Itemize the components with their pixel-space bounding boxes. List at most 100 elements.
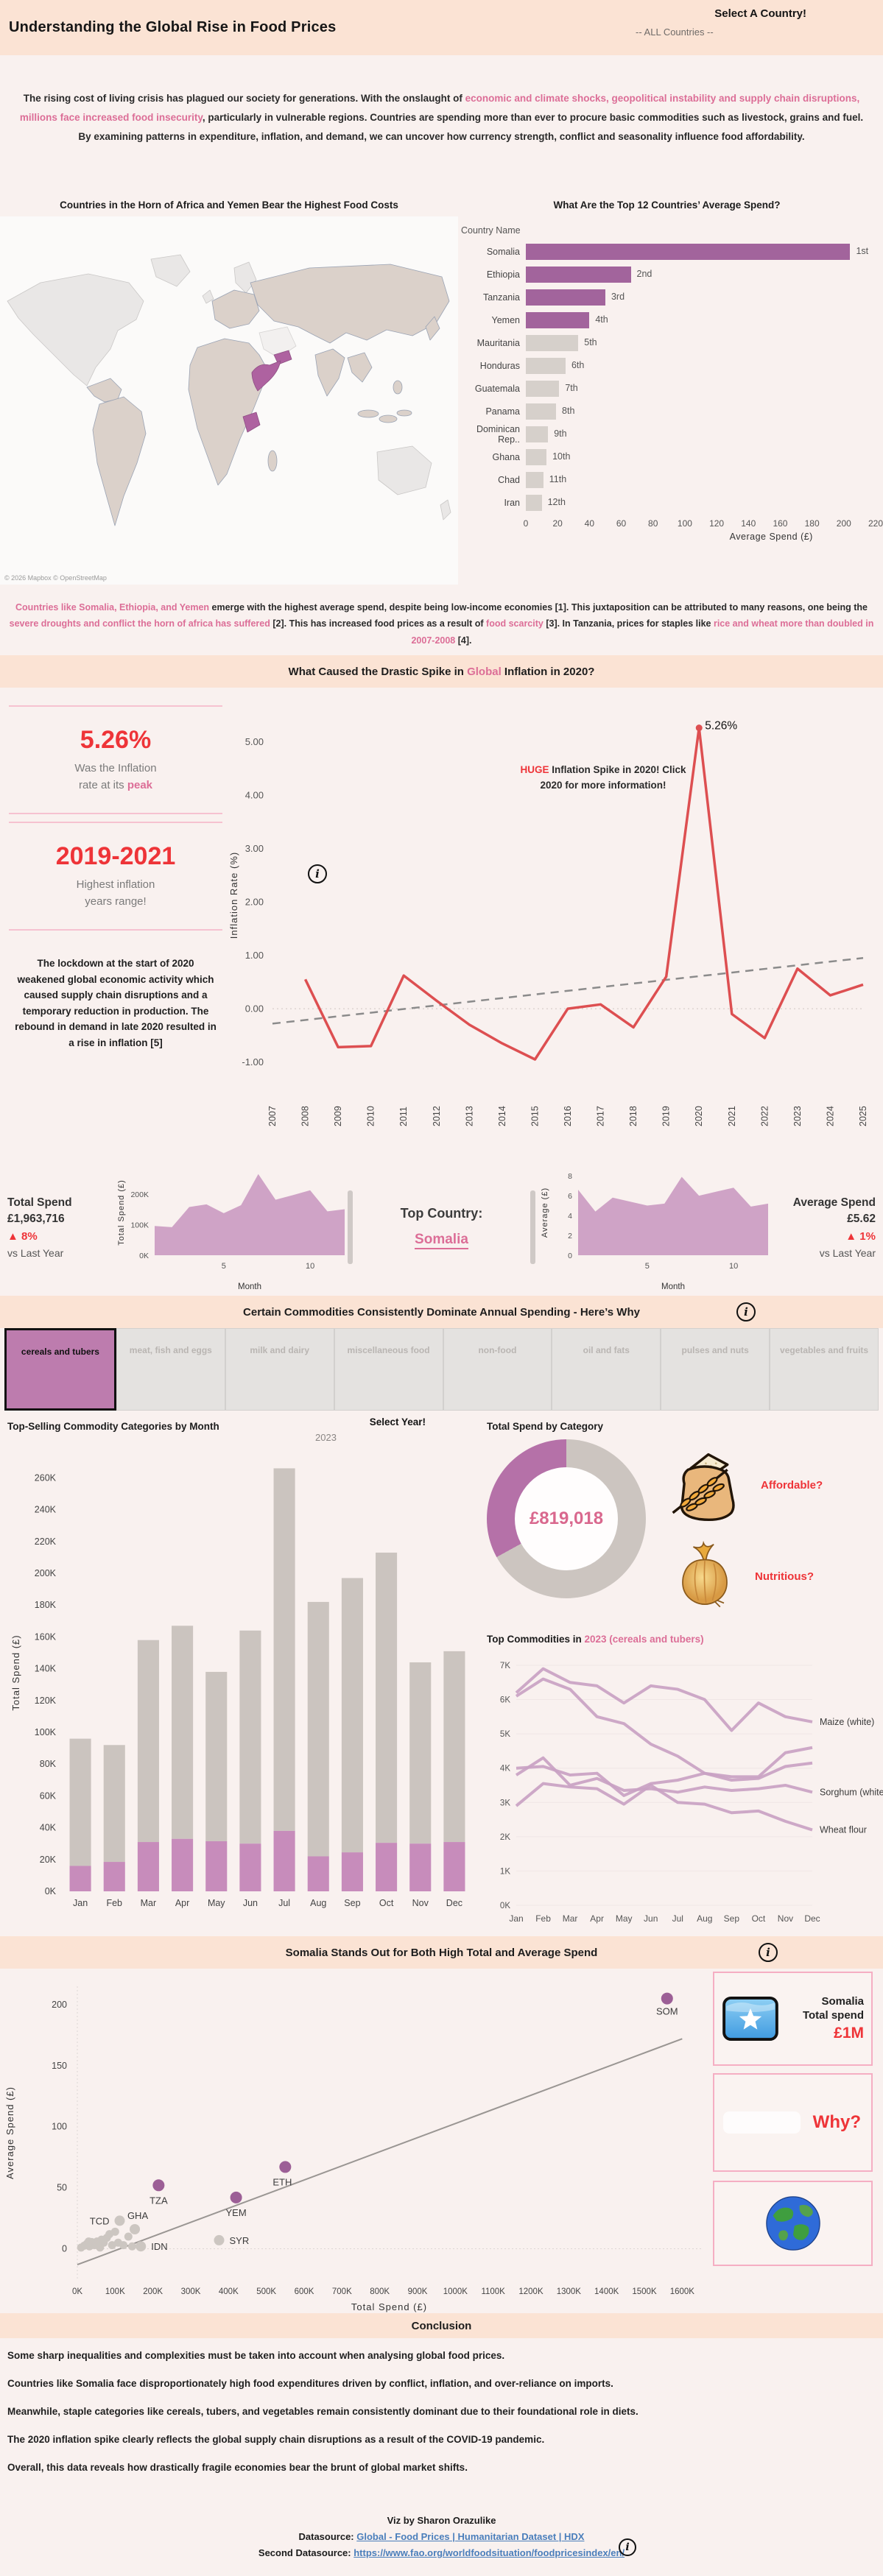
svg-text:5K: 5K xyxy=(500,1730,510,1739)
years-range-value: 2019-2021 xyxy=(55,842,176,870)
info-icon[interactable]: i xyxy=(308,864,327,883)
avg-spend-bar[interactable] xyxy=(526,380,560,397)
commodity-line[interactable] xyxy=(515,1677,813,1779)
point[interactable] xyxy=(127,2242,136,2251)
top-country-link[interactable]: Somalia xyxy=(415,1232,468,1249)
bar-other[interactable] xyxy=(307,1601,329,1857)
datasource2-link[interactable]: https://www.fao.org/worldfoodsituation/f… xyxy=(353,2547,625,2558)
avg-spend-bar[interactable] xyxy=(526,403,557,420)
tab-miscellaneous-food[interactable]: miscellaneous food xyxy=(334,1328,443,1411)
bar-other[interactable] xyxy=(205,1671,228,1841)
bar-cereals[interactable] xyxy=(103,1862,125,1891)
tab-milk-and-dairy[interactable]: milk and dairy xyxy=(225,1328,334,1411)
point[interactable] xyxy=(96,2243,105,2252)
bar-cereals[interactable] xyxy=(376,1843,398,1891)
bar-cereals[interactable] xyxy=(273,1830,295,1891)
category-donut-chart[interactable]: £819,018 xyxy=(487,1439,646,1598)
point[interactable] xyxy=(124,2232,133,2241)
point-YEM[interactable] xyxy=(230,2191,242,2203)
commodity-line[interactable] xyxy=(516,1761,813,1797)
point-SOM[interactable] xyxy=(661,1992,673,2005)
svg-text:Apr: Apr xyxy=(590,1913,604,1924)
pane-divider[interactable] xyxy=(530,1190,536,1264)
bar-other[interactable] xyxy=(409,1662,432,1844)
point-ETH[interactable] xyxy=(279,2161,292,2173)
area-mark[interactable] xyxy=(578,1176,768,1255)
avg-spend-bar[interactable] xyxy=(526,357,566,374)
dashboard-header: Understanding the Global Rise in Food Pr… xyxy=(0,0,883,55)
avg-spend-bar[interactable] xyxy=(526,243,851,260)
point-TCD[interactable] xyxy=(114,2215,125,2226)
svg-text:0K: 0K xyxy=(72,2287,82,2296)
bar-cereals[interactable] xyxy=(69,1866,91,1891)
tab-vegetables-and-fruits[interactable]: vegetables and fruits xyxy=(770,1328,879,1411)
point[interactable] xyxy=(84,2237,93,2246)
country-dropdown[interactable]: -- ALL Countries -- xyxy=(636,27,714,38)
datasource-link[interactable]: Global - Food Prices | Humanitarian Data… xyxy=(356,2531,585,2542)
commodity-line[interactable] xyxy=(515,1782,813,1832)
commodity-line[interactable] xyxy=(515,1756,813,1794)
donut-title: Total Spend by Category xyxy=(487,1421,604,1432)
world-map[interactable]: © 2026 Mapbox © OpenStreetMap xyxy=(0,216,458,585)
pane-divider[interactable] xyxy=(347,1190,353,1264)
info-icon[interactable]: i xyxy=(619,2538,636,2556)
bar-cereals[interactable] xyxy=(341,1852,363,1891)
bar-cereals[interactable] xyxy=(239,1843,261,1891)
point[interactable] xyxy=(110,2227,119,2236)
avg-spend-bar[interactable] xyxy=(526,426,549,442)
bar-other[interactable] xyxy=(137,1640,159,1843)
bar-other[interactable] xyxy=(443,1651,465,1843)
bar-other[interactable] xyxy=(239,1630,261,1844)
table-row: Ethiopia 2nd xyxy=(458,263,876,286)
axis-tick: 220 xyxy=(868,518,883,529)
area-mark[interactable] xyxy=(155,1174,345,1255)
avg-spend-bar[interactable] xyxy=(526,448,547,465)
bar-other[interactable] xyxy=(103,1745,125,1863)
inflation-line-chart[interactable]: 5.00 4.00 3.00 2.00 1.00 0.00 -1.00 2007 2008 200… xyxy=(225,688,878,1144)
rank-label: 4th xyxy=(595,314,608,325)
point-IDN[interactable] xyxy=(136,2241,147,2252)
bar-cereals[interactable] xyxy=(307,1856,329,1891)
inflation-line[interactable] xyxy=(303,726,864,1061)
svg-text:Wheat flour: Wheat flour xyxy=(820,1825,867,1835)
point-GHA[interactable] xyxy=(130,2224,141,2235)
somalia-flag-icon xyxy=(722,1996,778,2042)
tab-non-food[interactable]: non-food xyxy=(443,1328,552,1411)
table-row: Guatemala 7th xyxy=(458,377,876,400)
avg-spend-bar[interactable] xyxy=(526,311,590,328)
avg-spend-bar[interactable] xyxy=(526,471,543,488)
tab-meat-fish-and-eggs[interactable]: meat, fish and eggs xyxy=(116,1328,225,1411)
avg-spend-bar[interactable] xyxy=(526,266,631,283)
point-SYR[interactable] xyxy=(214,2234,225,2245)
bar-other[interactable] xyxy=(376,1552,398,1843)
page-title: Understanding the Global Rise in Food Pr… xyxy=(9,19,337,35)
bar-cereals[interactable] xyxy=(443,1842,465,1891)
tab-cereals-and-tubers[interactable]: cereals and tubers xyxy=(4,1328,116,1411)
svg-text:Feb: Feb xyxy=(535,1913,551,1924)
bar-cereals[interactable] xyxy=(205,1841,228,1891)
info-icon[interactable]: i xyxy=(759,1943,778,1962)
average-spend-area-chart[interactable]: 0 2 4 6 8 5 10 Month Average (£) xyxy=(538,1162,768,1292)
tab-pulses-and-nuts[interactable]: pulses and nuts xyxy=(661,1328,770,1411)
info-icon[interactable]: i xyxy=(736,1302,756,1321)
avg-spend-bar[interactable] xyxy=(526,494,542,511)
axis-tick: 40 xyxy=(584,518,595,529)
year-select[interactable]: 2023 xyxy=(315,1432,337,1443)
bar-other[interactable] xyxy=(273,1468,295,1831)
bar-other[interactable] xyxy=(172,1626,194,1839)
bar-cereals[interactable] xyxy=(137,1842,159,1891)
bar-cereals[interactable] xyxy=(409,1843,432,1891)
svg-text:2010: 2010 xyxy=(366,1106,376,1126)
bar-cereals[interactable] xyxy=(172,1838,194,1891)
avg-spend-bar[interactable] xyxy=(526,334,579,351)
svg-text:5.26%: 5.26% xyxy=(705,720,737,733)
total-spend-area-chart[interactable]: 0K 100K 200K 5 10 Month Total Spend (£) xyxy=(115,1162,345,1292)
commodity-line[interactable] xyxy=(515,1667,813,1732)
point-TZA[interactable] xyxy=(152,2179,165,2192)
point[interactable] xyxy=(119,2241,128,2250)
top12-bars: Somalia 1st Ethiopia 2nd Tanzania 3rd Yemen 4th… xyxy=(458,240,876,514)
bar-other[interactable] xyxy=(69,1738,91,1866)
avg-spend-bar[interactable] xyxy=(526,289,605,306)
bar-other[interactable] xyxy=(341,1578,363,1853)
tab-oil-and-fats[interactable]: oil and fats xyxy=(552,1328,661,1411)
